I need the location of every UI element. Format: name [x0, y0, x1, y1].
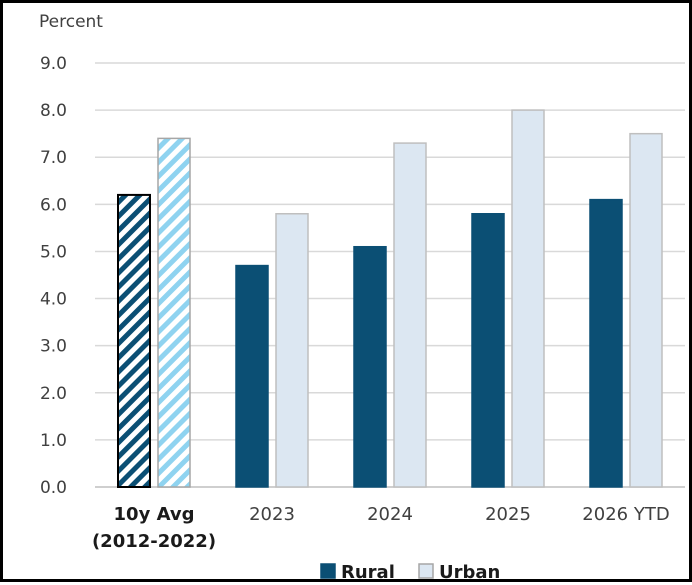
bars [117, 109, 663, 489]
x-tick-label: (2012-2022) [92, 531, 216, 552]
y-tick-label: 8.0 [40, 101, 67, 121]
x-tick-label: 2024 [367, 504, 413, 525]
legend: Rural Urban [320, 562, 500, 583]
y-tick-label: 4.0 [40, 290, 67, 310]
y-tick-label: 0.0 [40, 478, 67, 498]
y-tick-label: 5.0 [40, 242, 67, 262]
bar-rural [235, 264, 269, 488]
y-tick-label: 1.0 [40, 431, 67, 451]
bar-urban [629, 132, 663, 488]
legend-swatch-rural [320, 563, 336, 579]
bar-rural [471, 213, 505, 488]
y-tick-label: 2.0 [40, 384, 67, 404]
bar-rural [117, 193, 151, 489]
bar-chart: Percent 0.0 1.0 2.0 3.0 4.0 5.0 6.0 7.0 8.0 9.0 1… [39, 12, 685, 583]
bar-rural [353, 245, 387, 488]
bar-urban [393, 142, 427, 488]
y-tick-label: 9.0 [40, 54, 67, 74]
bar-urban [511, 109, 545, 488]
bar-rural [589, 198, 623, 488]
x-tick-label: 2026 YTD [582, 504, 669, 525]
x-tick-label: 10y Avg [114, 504, 195, 525]
bar-urban [275, 213, 309, 488]
gridlines [95, 62, 685, 488]
x-tick-label: 2023 [249, 504, 295, 525]
x-tick-label: 2025 [485, 504, 531, 525]
legend-label-rural: Rural [341, 562, 395, 583]
legend-label-urban: Urban [439, 562, 500, 583]
y-tick-label: 7.0 [40, 148, 67, 168]
y-tick-label: 3.0 [40, 337, 67, 357]
y-axis-label: Percent [39, 12, 103, 32]
legend-swatch-urban [418, 563, 434, 579]
x-axis-labels: 10y Avg (2012-2022) 2023 2024 2025 2026 YTD [92, 504, 670, 552]
y-tick-label: 6.0 [40, 195, 67, 215]
bar-urban [157, 137, 191, 488]
y-axis-ticks: 0.0 1.0 2.0 3.0 4.0 5.0 6.0 7.0 8.0 9.0 [40, 54, 67, 498]
